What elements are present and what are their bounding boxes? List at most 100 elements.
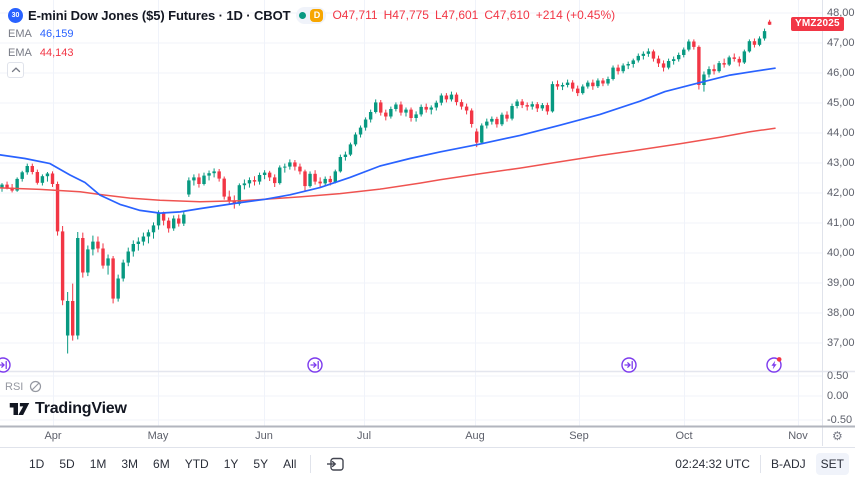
ohlc-h: H47,775 [383,8,429,22]
candle-body [384,112,388,117]
candle-body [197,177,201,184]
indicator-hidden-eye-icon[interactable] [29,380,42,393]
contract-rollover-marker-icon[interactable] [0,357,11,373]
candle-body [20,172,24,179]
candle-body [762,31,767,39]
candle-body [65,301,70,336]
axis-settings-gear-icon[interactable]: ⚙ [832,429,843,443]
range-button-3m[interactable]: 3M [121,457,139,471]
candle-body [35,172,40,183]
candle-body [303,171,307,187]
candle-body [267,172,272,178]
candle-body [333,171,337,183]
candle-body [641,53,646,56]
candle-body [177,218,181,224]
candle-body [591,82,595,87]
range-button-1m[interactable]: 1M [89,457,107,471]
range-button-1y[interactable]: 1Y [223,457,239,471]
candle-body [757,38,762,45]
toolbar-divider [310,455,312,473]
candle-body [318,181,322,184]
settlement-button[interactable]: SET [815,453,849,475]
candle-body [581,86,585,94]
candle-body [485,121,489,126]
month-tick-label: Apr [44,430,62,442]
price-chart-canvas[interactable] [0,0,855,446]
candle-body [687,41,691,50]
bottom-toolbar: 1D 5D 1M 3M 6M YTD 1Y 5Y All 02:24:32 UTC B-ADJ … [0,447,855,480]
market-status-pill[interactable]: D [296,6,327,24]
candle-body [187,180,191,195]
candle-body [459,102,464,107]
marker-arrowhead [627,362,631,368]
candle-body [323,178,327,184]
candle-body [480,125,484,143]
candle-body [596,80,600,87]
candle-body [535,104,539,109]
candle-body [172,218,176,229]
candle-body [565,82,570,85]
legend-collapse-button[interactable] [7,62,24,78]
candle-body [555,84,560,87]
candle-body [273,177,277,184]
candle-body [252,180,257,182]
candle-body [166,220,171,229]
range-button-6m[interactable]: 6M [153,457,170,471]
candle-body [121,262,125,279]
price-tick-label: 41,000 [827,217,855,229]
clock[interactable]: 02:24:32 UTC [675,457,750,471]
candle-body [429,107,433,110]
candle-body [560,85,565,87]
candle-body [454,94,459,103]
month-tick-label: Sep [569,430,589,442]
ema-fast-value: 46,159 [39,28,74,40]
candle-body [232,200,236,204]
candle-body [131,244,135,252]
candle-body [25,166,29,173]
candle-body [278,167,282,184]
candle-body [404,109,408,113]
candle-body [611,67,615,79]
market-open-dot-icon [299,11,307,19]
candle-body [343,154,348,157]
candle-body [212,171,216,174]
candle-body [677,55,681,60]
month-tick-label: Aug [465,430,485,442]
toolbar-right-group: 02:24:32 UTC B-ADJ SET [675,453,849,475]
candle-body [752,41,757,45]
marker-arrowhead [1,362,5,368]
range-button-1d[interactable]: 1D [29,457,45,471]
rsi-indicator-legend[interactable]: RSI [5,380,42,393]
adjustment-mode-button[interactable]: B-ADJ [770,457,806,471]
ema-slow-row[interactable]: EMA 44,143 [8,44,615,62]
candle-body [40,176,45,183]
candle-body [308,173,312,187]
candle-body [353,134,358,145]
range-button-5d[interactable]: 5D [59,457,75,471]
date-range-group: 1D 5D 1M 3M 6M YTD 1Y 5Y All [28,455,345,473]
contract-label-badge[interactable]: YMZ2025 [791,17,844,31]
candle-body [732,57,736,59]
candle-body [505,114,509,119]
lightning-bolt-glyph [771,360,777,370]
range-button-5y[interactable]: 5Y [253,457,269,471]
candle-body [15,178,19,191]
range-button-all[interactable]: All [283,457,297,471]
price-tick-label: 47,000 [827,37,855,49]
go-to-date-button[interactable] [326,455,345,473]
price-tick-label: 45,000 [827,97,855,109]
candle-body [5,184,9,188]
candle-body [570,82,575,89]
candle-body [101,248,105,266]
candle-body [747,41,752,52]
candle-body [444,95,449,100]
range-button-ytd[interactable]: YTD [184,457,209,471]
candle-body [707,69,711,75]
symbol-title[interactable]: E-mini Dow Jones ($5) Futures · 1D · CBO… [28,7,291,23]
candle-body [621,65,625,72]
change-value: +214 (+0.45%) [535,8,616,22]
ema-slow-line [0,127,776,203]
candle-body [222,178,226,197]
candle-body [192,177,196,181]
ema-fast-row[interactable]: EMA 46,159 [8,25,615,43]
